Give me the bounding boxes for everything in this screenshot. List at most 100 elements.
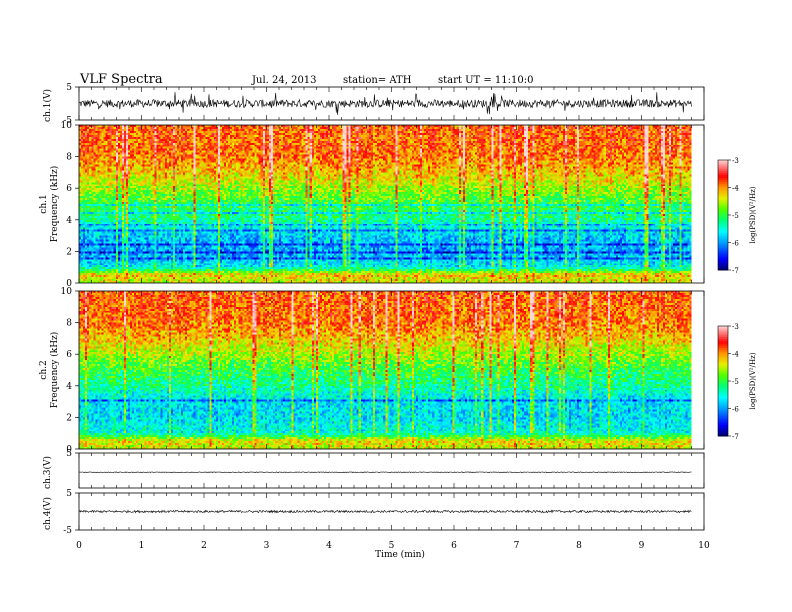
ch2-colorbar-swatch — [718, 327, 728, 331]
ch3-waveform-panel: 5 ch.3(V) — [42, 449, 705, 489]
ch2-colorbar-swatch — [718, 384, 728, 387]
ch2-colorbar-swatch — [718, 357, 728, 360]
ch3-waveform-ytick-label: 5 — [66, 449, 72, 459]
x-tick-label: 1 — [139, 541, 145, 551]
ch4-waveform-ytick-label: -5 — [63, 526, 72, 536]
ch4-waveform-panel: 5 -5 ch.4(V) — [42, 489, 705, 536]
ch2-colorbar-tick-label: -3 — [732, 323, 739, 331]
ch4-waveform-ylabel: ch.4(V) — [42, 497, 53, 530]
ch1-colorbar-swatch — [718, 202, 728, 205]
ch2-colorbar-swatch — [718, 392, 728, 395]
ch2-colorbar-swatch — [718, 366, 728, 369]
ch2-colorbar-swatch — [718, 434, 728, 437]
ch2-spectrogram-ytick-label: 2 — [66, 413, 72, 423]
x-tick-label: 3 — [264, 541, 270, 551]
ch1-spectrogram-ytick-label: 0 — [66, 279, 72, 289]
ch2-colorbar-swatch — [718, 412, 728, 415]
ch1-colorbar-swatch — [718, 222, 728, 225]
ch1-colorbar-swatch — [718, 194, 728, 198]
ch1-colorbar-swatch — [718, 235, 728, 238]
ch2-colorbar-swatch — [718, 401, 728, 404]
ch1-colorbar-tick-label: -5 — [732, 212, 739, 220]
ch4-waveform-trace — [78, 509, 692, 514]
ch2-colorbar-swatch — [718, 381, 728, 384]
ch1-colorbar-swatch — [718, 209, 728, 212]
date-label: Jul. 24, 2013 — [251, 75, 317, 86]
x-tick-label: 9 — [639, 541, 645, 551]
ch2-colorbar-swatch — [718, 331, 728, 334]
ch2-spectrogram-ytick-label: 6 — [66, 350, 72, 360]
ch1-colorbar-swatch — [718, 231, 728, 234]
ch1-colorbar-swatch — [718, 260, 728, 264]
ch2-colorbar-swatch — [718, 393, 728, 397]
x-tick-label: 7 — [514, 541, 520, 551]
ch1-waveform-ylabel: ch.1(V) — [42, 89, 53, 122]
ch1-colorbar-swatch — [718, 193, 728, 196]
ch2-colorbar-label: log(PSD)(V²/Hz) — [749, 352, 757, 409]
ch1-colorbar-swatch — [718, 257, 728, 260]
ch1-spectrogram-ytick-label: 10 — [61, 121, 73, 131]
ch1-colorbar-swatch — [718, 213, 728, 216]
ch2-colorbar-swatch — [718, 326, 728, 329]
ch1-colorbar-swatch — [718, 246, 728, 249]
ch3-waveform-frame — [78, 452, 705, 489]
ch1-colorbar-tick-label: -6 — [732, 240, 739, 248]
ch1-waveform-trace — [78, 92, 692, 115]
ch2-spectrogram-ytick-label: 10 — [61, 287, 73, 297]
ch2-colorbar-swatch — [718, 430, 728, 433]
ch2-colorbar-swatch — [718, 338, 728, 342]
ch1-colorbar-swatch — [718, 167, 728, 170]
ch2-colorbar-swatch — [718, 375, 728, 378]
figure-title: VLF Spectra — [79, 72, 163, 87]
ch1-spectrogram-panel: 0 2 4 6 8 10 ch.1Frequency (kHz) — [39, 121, 705, 289]
x-tick-label: 5 — [389, 541, 395, 551]
ch2-colorbar-swatch — [718, 379, 728, 382]
ch1-colorbar-swatch — [718, 242, 728, 245]
ch4-waveform-ytick-label: 5 — [66, 489, 72, 499]
ch2-colorbar-swatch — [718, 344, 728, 347]
ch1-colorbar-swatch — [718, 160, 728, 163]
ch1-colorbar-swatch — [718, 262, 728, 265]
ch2-spectrogram-panel: 0 2 4 6 8 10 ch.2Frequency (kHz) — [39, 287, 705, 455]
ch2-colorbar-swatch — [718, 403, 728, 406]
ch1-colorbar-swatch — [718, 244, 728, 247]
ch1-colorbar-label: log(PSD)(V²/Hz) — [749, 186, 757, 243]
ch2-colorbar-swatch — [718, 432, 728, 435]
ch1-colorbar-swatch — [718, 171, 728, 174]
time-axis: 0 1 2 3 4 5 6 7 8 9 10 — [76, 541, 710, 551]
ch2-colorbar-swatch — [718, 397, 728, 400]
x-tick-label: 10 — [698, 541, 710, 551]
ch1-colorbar-swatch — [718, 189, 728, 192]
ch1-colorbar-swatch — [718, 240, 728, 243]
ch2-spectrogram-ylabel: ch.2Frequency (kHz) — [39, 332, 60, 409]
ch2-colorbar-swatch — [718, 408, 728, 411]
ch1-colorbar-swatch — [718, 172, 728, 176]
ch1-colorbar-swatch — [718, 248, 728, 251]
ch1-colorbar-swatch — [718, 255, 728, 258]
ch1-colorbar: -3 -4 -5 -6 -7 log(PSD)(V²/Hz) — [717, 157, 757, 275]
ch2-colorbar-tick-label: -6 — [732, 406, 739, 414]
ch2-colorbar-swatch — [718, 373, 728, 376]
ch2-colorbar-swatch — [718, 388, 728, 391]
ch2-colorbar-swatch — [718, 419, 728, 422]
ch2-colorbar-swatch — [718, 395, 728, 398]
ch2-colorbar-swatch — [718, 355, 728, 358]
ch2-colorbar-tick-label: -4 — [732, 351, 739, 359]
ch1-colorbar-swatch — [718, 253, 728, 256]
ch1-colorbar-swatch — [718, 182, 728, 185]
x-tick-label: 4 — [326, 541, 332, 551]
ch2-colorbar-tick-label: -5 — [732, 378, 739, 386]
ch2-colorbar-swatch — [718, 348, 728, 351]
ch1-colorbar-swatch — [718, 163, 728, 166]
ch2-colorbar-swatch — [718, 386, 728, 389]
ch2-colorbar-swatch — [718, 359, 728, 362]
ch2-colorbar-swatch — [718, 362, 728, 365]
ch1-waveform-ytick-label: -5 — [63, 116, 72, 126]
ch2-colorbar-swatch — [718, 349, 728, 353]
ch1-colorbar-swatch — [718, 259, 728, 262]
ch2-colorbar-swatch — [718, 415, 728, 419]
ch1-colorbar-swatch — [718, 165, 728, 168]
ch1-colorbar-swatch — [718, 196, 728, 199]
ch2-colorbar-swatch — [718, 404, 728, 408]
